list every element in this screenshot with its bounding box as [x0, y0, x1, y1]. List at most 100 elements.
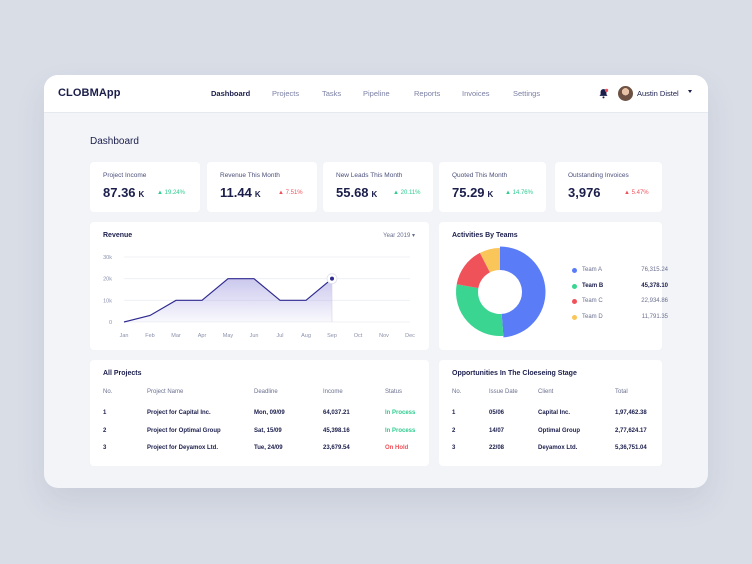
cell-no: 1 — [103, 410, 107, 416]
nav-reports[interactable]: Reports — [414, 89, 441, 98]
legend-value: 45,378.10 — [641, 283, 668, 289]
cell-client[interactable]: Deyamox Ltd. — [538, 445, 578, 451]
kpi-value: 55.68 K — [336, 185, 378, 200]
kpi-value: 3,976 — [568, 185, 601, 200]
cell-deadline: Mon, 09/09 — [254, 410, 285, 416]
legend-value: 22,934.86 — [641, 298, 668, 304]
nav-invoices[interactable]: Invoices — [462, 89, 490, 98]
col-header-income[interactable]: Income — [323, 389, 343, 395]
year-select[interactable]: Year 2019 ▾ — [383, 233, 415, 239]
cell-total: 1,97,462.38 — [615, 410, 647, 416]
nav-tasks[interactable]: Tasks — [322, 89, 342, 98]
kpi-value: 75.29 K — [452, 185, 494, 200]
legend-name: Team C — [582, 298, 603, 304]
cell-no: 3 — [103, 445, 107, 451]
app-logo[interactable]: CLOBMApp — [58, 87, 121, 99]
kpi-card-new-leads[interactable]: New Leads This Month 55.68 K ▲ 20.11% — [323, 162, 433, 212]
col-header-project-name[interactable]: Project Name — [147, 389, 184, 395]
col-header-deadline[interactable]: Deadline — [254, 389, 278, 395]
x-tick-label: Jul — [276, 333, 283, 339]
nav-pipeline[interactable]: Pipeline — [363, 89, 390, 98]
cell-no: 3 — [452, 445, 456, 451]
col-header-client[interactable]: Client — [538, 389, 554, 395]
highlight-point[interactable] — [330, 276, 334, 281]
kpi-value: 87.36 K — [103, 185, 145, 200]
legend-dot — [572, 284, 577, 289]
legend-value: 11,791.35 — [641, 314, 668, 320]
cell-client[interactable]: Capital Inc. — [538, 410, 571, 416]
revenue-line — [123, 278, 333, 323]
x-tick-label: May — [223, 333, 234, 339]
app-window: CLOBMApp Dashboard Projects Tasks Pipeli… — [44, 75, 708, 488]
opportunities-card: Opportunities In The Cloeseing Stage No.… — [439, 360, 662, 466]
cell-project-name[interactable]: Project for Capital Inc. — [147, 410, 211, 416]
status-badge: In Process — [385, 410, 416, 416]
legend-name: Team A — [582, 267, 603, 273]
col-header-total[interactable]: Total — [615, 389, 628, 395]
cell-client[interactable]: Optimal Group — [538, 428, 580, 434]
x-tick-label: Oct — [354, 333, 363, 339]
revenue-card: Revenue Year 2019 ▾ 0 10k 20k 30k Jan Feb Mar A… — [90, 222, 429, 350]
kpi-change: ▲ 7.51% — [278, 190, 303, 196]
chevron-down-icon[interactable] — [688, 90, 692, 93]
cell-deadline: Sat, 15/09 — [254, 428, 282, 434]
kpi-change: ▲ 19.24% — [157, 190, 185, 196]
kpi-label: Quoted This Month — [452, 172, 508, 179]
x-tick-label: Nov — [379, 333, 389, 339]
kpi-card-revenue-month[interactable]: Revenue This Month 11.44 K ▲ 7.51% — [207, 162, 317, 212]
col-header-no[interactable]: No. — [452, 389, 462, 395]
kpi-card-outstanding-invoices[interactable]: Outstanding Invoices 3,976 ▲ 5.47% — [555, 162, 662, 212]
kpi-label: Revenue This Month — [220, 172, 280, 179]
legend-name: Team D — [582, 314, 603, 320]
col-header-status[interactable]: Status — [385, 389, 403, 395]
legend-name: Team B — [582, 283, 604, 289]
cell-income: 64,037.21 — [323, 410, 350, 416]
activities-card: Activities By Teams Team A 76,315.24 Tea… — [439, 222, 668, 350]
bell-icon[interactable] — [598, 88, 609, 99]
page-title: Dashboard — [90, 136, 139, 147]
user-name[interactable]: Austin Distel — [637, 89, 679, 98]
cell-income: 45,398.16 — [323, 428, 350, 434]
kpi-label: Outstanding Invoices — [568, 172, 629, 179]
nav-projects[interactable]: Projects — [272, 89, 300, 98]
donut-slice-team-d[interactable] — [479, 248, 500, 273]
cell-total: 5,36,751.04 — [615, 445, 647, 451]
cell-project-name[interactable]: Project for Optimal Group — [147, 428, 221, 434]
x-tick-label: Aug — [301, 333, 311, 339]
kpi-change: ▲ 14.76% — [505, 190, 533, 196]
card-title: Revenue — [103, 232, 133, 239]
kpi-label: Project Income — [103, 172, 147, 179]
donut-slice-team-a[interactable] — [500, 246, 546, 338]
legend-value: 76,315.24 — [641, 267, 668, 273]
kpi-card-project-income[interactable]: Project Income 87.36 K ▲ 19.24% — [90, 162, 200, 212]
all-projects-card: All Projects No. Project Name Deadline I… — [90, 360, 429, 466]
nav-dashboard[interactable]: Dashboard — [211, 89, 251, 98]
kpi-change: ▲ 5.47% — [624, 190, 649, 196]
y-tick-label: 20k — [103, 277, 112, 283]
x-tick-label: Dec — [405, 333, 415, 339]
kpi-change: ▲ 20.11% — [393, 190, 421, 196]
y-tick-label: 10k — [103, 298, 112, 304]
card-title: All Projects — [103, 370, 142, 377]
status-badge: In Process — [385, 428, 416, 434]
cell-no: 2 — [103, 428, 107, 434]
avatar[interactable] — [618, 86, 633, 101]
legend-dot — [572, 299, 577, 304]
card-title: Opportunities In The Cloeseing Stage — [452, 370, 577, 377]
x-tick-label: Jan — [120, 333, 129, 339]
col-header-no[interactable]: No. — [103, 389, 113, 395]
card-title: Activities By Teams — [452, 232, 518, 239]
nav-settings[interactable]: Settings — [513, 89, 541, 98]
donut-slice-team-c[interactable] — [456, 252, 490, 289]
cell-total: 2,77,624.17 — [615, 428, 647, 434]
revenue-area — [124, 278, 332, 322]
donut-slice-team-b[interactable] — [456, 284, 504, 336]
kpi-card-quoted[interactable]: Quoted This Month 75.29 K ▲ 14.76% — [439, 162, 546, 212]
cell-no: 2 — [452, 428, 456, 434]
x-tick-label: Apr — [198, 333, 207, 339]
x-tick-label: Sep — [327, 333, 337, 339]
cell-no: 1 — [452, 410, 456, 416]
cell-project-name[interactable]: Project for Deyamox Ltd. — [147, 445, 219, 451]
cell-issue-date: 22/08 — [489, 445, 505, 451]
col-header-issue-date[interactable]: Issue Date — [489, 389, 518, 395]
